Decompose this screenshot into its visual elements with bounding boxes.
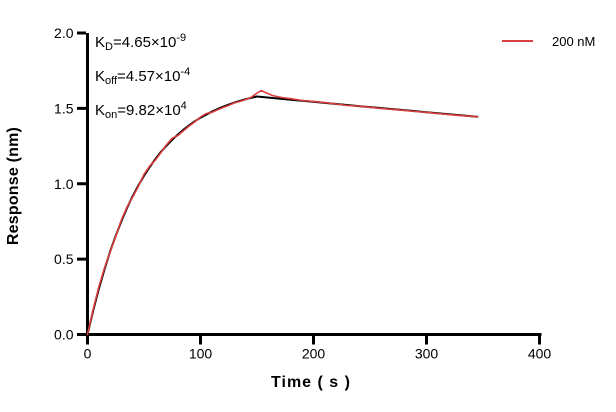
legend-label: 200 nM <box>552 33 596 49</box>
y-tick-label: 1.0 <box>54 176 74 192</box>
koff-exponent: -4 <box>180 66 191 78</box>
legend-line-swatch <box>502 40 533 42</box>
y-axis-title: Response (nm) <box>5 126 22 246</box>
legend: 200 nM <box>502 33 595 49</box>
fit-curve <box>86 95 479 336</box>
kd-value: =4.65×10 <box>112 34 177 51</box>
koff-annotation: Koff=4.57×10-4 <box>95 60 190 94</box>
x-tick-label: 200 <box>302 346 326 362</box>
kd-symbol: K <box>95 34 106 51</box>
kd-exponent: -9 <box>176 32 187 44</box>
koff-subscript: off <box>105 75 118 87</box>
y-tick-label: 2.0 <box>54 25 74 41</box>
kon-subscript: on <box>105 109 118 121</box>
x-tick-label: 0 <box>84 346 92 362</box>
kon-annotation: Kon=9.82×104 <box>95 94 190 128</box>
kd-annotation: KD=4.65×10-9 <box>95 26 190 60</box>
x-axis-title: Time ( s ) <box>271 374 351 391</box>
koff-value: =4.57×10 <box>117 68 181 85</box>
kon-value: =9.82×10 <box>117 102 181 119</box>
x-tick-label: 300 <box>415 346 439 362</box>
kon-symbol: K <box>95 102 106 119</box>
kinetics-annotations: KD=4.65×10-9 Koff=4.57×10-4 Kon=9.82×104 <box>95 26 190 128</box>
kd-subscript: D <box>105 41 113 53</box>
y-tick-label: 0.5 <box>54 251 74 267</box>
koff-symbol: K <box>95 68 106 85</box>
x-tick-label: 100 <box>189 346 213 362</box>
kon-exponent: 4 <box>180 100 187 112</box>
x-tick-label: 400 <box>528 346 552 362</box>
y-tick-label: 0.0 <box>54 327 74 343</box>
y-tick-label: 1.5 <box>54 100 74 116</box>
200 nM-curve <box>86 89 479 336</box>
